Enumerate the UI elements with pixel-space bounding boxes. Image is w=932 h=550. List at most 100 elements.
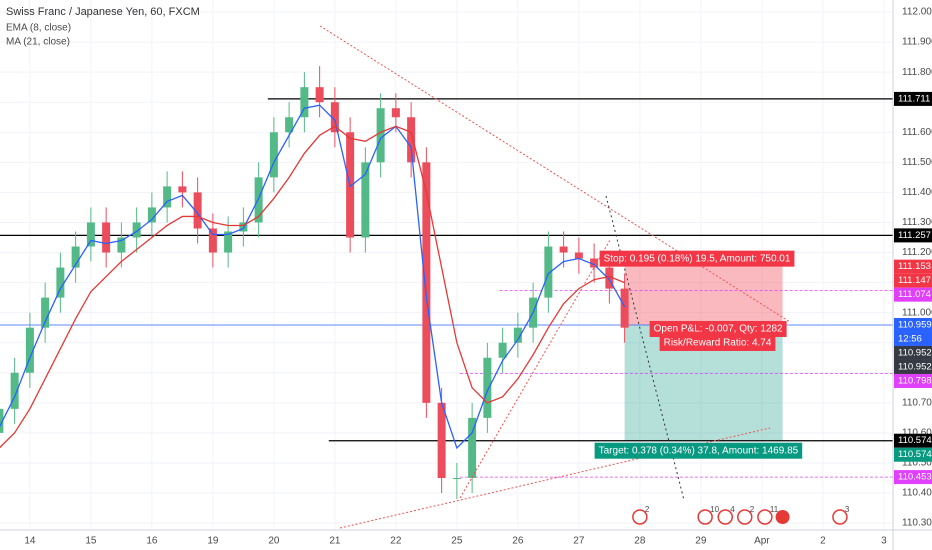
legend-entry: MA (21, close) — [6, 37, 70, 48]
candle-body — [315, 87, 324, 103]
candle-body — [422, 162, 431, 403]
price-tag — [894, 433, 932, 448]
candle-body — [468, 417, 477, 478]
price-tag-label: 110.574 — [898, 435, 932, 446]
price-tag — [894, 259, 932, 274]
event-icon — [717, 509, 734, 525]
price-tag-label: 110.453 — [898, 472, 932, 483]
candle-body — [178, 186, 187, 193]
candle-body — [71, 246, 80, 268]
price-tag-label: 110.959 — [898, 319, 932, 330]
candle-body — [41, 297, 50, 328]
candle-body — [559, 246, 568, 253]
event-icon — [832, 509, 848, 525]
candle-body — [239, 222, 248, 232]
price-tag — [894, 273, 932, 288]
y-tick-label: 112.000 — [902, 7, 932, 18]
indicator-line — [0, 104, 626, 450]
price-tag — [894, 317, 932, 332]
candle-body — [452, 477, 461, 479]
pnl-label-bg — [649, 320, 787, 337]
event-count: 2 — [645, 505, 650, 514]
x-tick-label: 15 — [85, 536, 97, 547]
candle-body — [620, 288, 629, 328]
event-icon — [775, 510, 790, 524]
candle-body — [285, 117, 294, 133]
x-tick-label: 2 — [820, 536, 826, 547]
rr-label: Risk/Reward Ratio: 4.74 — [664, 338, 772, 349]
event-count: 3 — [845, 505, 850, 514]
price-tag-label: 110.798 — [898, 375, 932, 386]
price-tag — [894, 373, 932, 388]
x-tick-label: 27 — [573, 536, 585, 547]
price-tag — [894, 287, 932, 302]
candle-body — [25, 327, 34, 373]
price-tag-label: 111.153 — [898, 261, 931, 272]
event-count: 4 — [730, 505, 735, 514]
x-tick-label: 29 — [695, 536, 707, 547]
candle-body — [224, 231, 233, 253]
candle-body — [376, 108, 385, 163]
event-icon — [737, 509, 753, 525]
price-tag — [894, 345, 932, 360]
candle-body — [407, 117, 416, 163]
price-tag-label: 111.257 — [898, 230, 931, 241]
candle-body — [208, 228, 217, 253]
y-tick-label: 111.900 — [902, 37, 932, 48]
event-icon — [697, 509, 713, 525]
x-tick-label: 3 — [881, 536, 887, 547]
x-tick-label: 22 — [390, 536, 402, 547]
price-tag — [894, 447, 932, 462]
candle-body — [605, 267, 614, 289]
x-tick-label: 14 — [24, 536, 36, 547]
candle-body — [193, 192, 202, 229]
price-tag-label: 110.574 — [898, 449, 932, 460]
x-tick-label: 19 — [207, 536, 219, 547]
pnl-label: Open P&L: -0.007, Qty: 1282 — [654, 324, 783, 335]
y-tick-label: 111.500 — [902, 157, 932, 168]
x-tick-label: 16 — [146, 536, 158, 547]
y-tick-label: 110.700 — [902, 397, 932, 408]
candle-body — [437, 402, 446, 478]
y-tick-label: 110.300 — [902, 518, 932, 529]
candle-body — [86, 222, 95, 247]
candle-body — [0, 408, 4, 433]
y-tick-label: 111.300 — [902, 217, 932, 228]
x-tick-label: 25 — [451, 536, 463, 547]
y-tick-label: 110.600 — [902, 428, 932, 439]
candle-body — [269, 132, 278, 178]
chart-title: Swiss Franc / Japanese Yen, 60, FXCM — [6, 6, 200, 18]
target-label: Target: 0.378 (0.34%) 37.8, Amount: 1469… — [599, 445, 799, 456]
stop-label-bg — [599, 250, 795, 267]
candle-body — [361, 162, 370, 238]
countdown-tag — [894, 331, 932, 346]
y-tick-label: 110.500 — [902, 458, 932, 469]
y-tick-label: 111.400 — [902, 187, 932, 198]
candle-body — [300, 87, 309, 118]
candle-body — [590, 258, 599, 268]
candle-body — [513, 327, 522, 343]
price-tag-label: 111.074 — [898, 289, 931, 300]
indicator-line — [0, 125, 625, 449]
stop-zone — [624, 266, 783, 325]
price-tag-label: 111.147 — [898, 275, 931, 286]
candle-body — [163, 186, 172, 208]
trend-line — [339, 427, 771, 529]
candle-body — [498, 342, 507, 358]
candle-body — [10, 372, 19, 409]
price-tag — [894, 359, 932, 374]
candle-body — [544, 246, 553, 298]
candle-body — [102, 222, 111, 253]
candle-body — [574, 252, 583, 259]
x-tick-label: Apr — [754, 536, 770, 547]
price-tag-label: 110.952 — [898, 347, 932, 358]
event-count: 2 — [750, 505, 755, 514]
x-tick-label: 20 — [268, 536, 280, 547]
trend-line — [459, 239, 611, 499]
price-tag — [894, 228, 932, 243]
x-tick-label: 28 — [634, 536, 646, 547]
candle-body — [56, 267, 65, 298]
candle-body — [391, 108, 400, 118]
